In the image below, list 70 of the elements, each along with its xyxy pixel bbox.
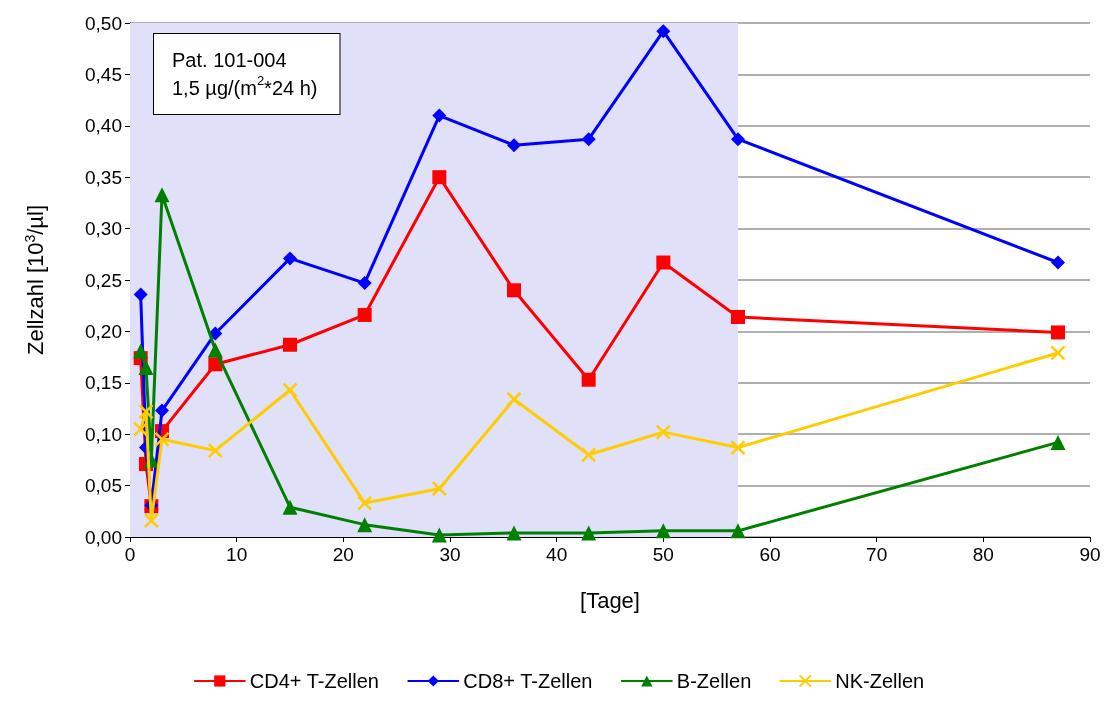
point: [207, 442, 224, 459]
y-tick-label: 0,25: [85, 269, 122, 291]
y-tick-label: 0,40: [85, 115, 122, 137]
point: [730, 523, 746, 539]
point: [283, 337, 297, 352]
y-tick-label: 0,20: [85, 320, 122, 342]
point: [581, 372, 596, 387]
point: [154, 187, 170, 203]
x-tick-label: 10: [226, 544, 248, 565]
point: [656, 255, 671, 270]
point: [138, 359, 154, 375]
point: [1050, 434, 1066, 450]
point: [357, 307, 372, 322]
x-tick-label: 40: [546, 544, 568, 565]
point: [580, 447, 597, 463]
y-tick-label: 0,05: [85, 475, 122, 497]
point: [506, 525, 522, 541]
point: [730, 439, 746, 456]
x-tick-label: 20: [332, 544, 354, 565]
point: [133, 343, 149, 359]
point: [432, 108, 447, 123]
point: [155, 403, 169, 418]
point: [138, 403, 154, 420]
y-tick-label: 0,50: [85, 12, 122, 34]
point: [282, 382, 298, 398]
point: [431, 527, 447, 543]
y-tick-label: 0,10: [85, 423, 122, 445]
point: [1051, 325, 1065, 340]
point: [507, 138, 521, 153]
point: [655, 424, 672, 440]
y-tick-label: 0,30: [85, 218, 122, 240]
annotation: Pat. 101-004: [172, 49, 287, 71]
x-tick-label: 50: [652, 544, 674, 565]
point: [283, 251, 297, 266]
point: [432, 170, 447, 185]
legend-label: NK-Zellen: [835, 670, 925, 692]
x-tick-label: 90: [1079, 544, 1101, 565]
y-tick-label: 0,45: [85, 63, 122, 85]
point: [1050, 345, 1066, 361]
point: [507, 283, 521, 298]
point: [656, 24, 671, 39]
x-tick-label: 60: [759, 544, 781, 565]
point: [506, 391, 522, 407]
point: [1051, 255, 1065, 270]
point: [655, 523, 671, 539]
point: [357, 517, 373, 533]
legend-label: B-Zellen: [676, 670, 752, 692]
point: [154, 431, 170, 448]
point: [207, 342, 223, 358]
point: [731, 132, 745, 147]
point: [431, 480, 448, 497]
point: [143, 512, 160, 529]
legend-label: CD8+ T-Zellen: [463, 670, 593, 692]
point: [357, 276, 372, 291]
point: [356, 495, 373, 511]
x-axis-title: [Tage]: [580, 587, 640, 613]
x-tick-label: 0: [124, 544, 136, 565]
x-tick-label: 70: [866, 544, 888, 565]
point: [731, 310, 745, 325]
y-tick-label: 0,00: [85, 526, 122, 548]
x-tick-label: 30: [439, 544, 461, 565]
x-tick-label: 80: [972, 544, 994, 565]
legend-label: CD4+ T-Zellen: [249, 670, 379, 692]
y-axis-title: Zellzahl [103/µl]: [22, 204, 48, 356]
y-tick-label: 0,35: [85, 166, 122, 188]
point: [581, 525, 597, 541]
y-tick-label: 0,15: [85, 372, 122, 394]
point: [282, 499, 298, 515]
point: [581, 132, 596, 147]
point: [133, 287, 148, 302]
